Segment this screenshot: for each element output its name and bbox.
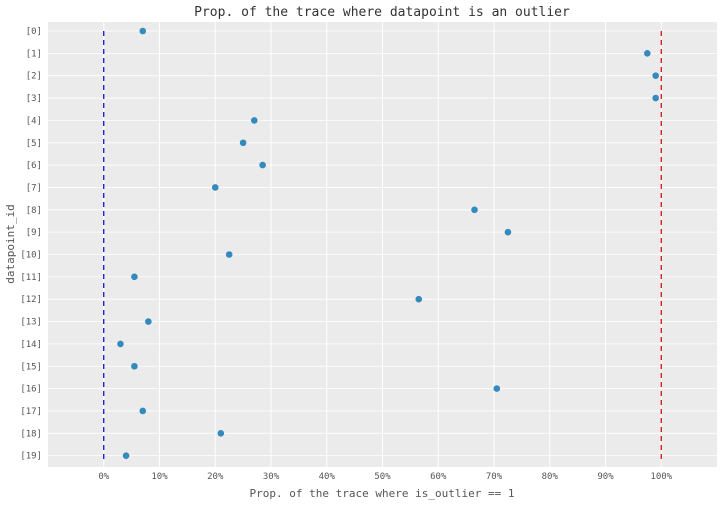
y-tick-label: [12] <box>20 295 42 305</box>
data-point <box>644 50 651 57</box>
y-tick-label: [19] <box>20 452 42 462</box>
y-tick-label: [1] <box>26 49 42 59</box>
x-tick-label: 80% <box>542 472 559 482</box>
data-point <box>239 139 247 147</box>
data-point <box>493 385 501 392</box>
y-tick-label: [6] <box>26 161 42 171</box>
y-tick-label: [8] <box>26 206 42 216</box>
y-axis-label: datapoint_id <box>4 204 17 283</box>
x-axis-label: Prop. of the trace where is_outlier == 1 <box>250 487 515 500</box>
data-point <box>250 117 258 124</box>
x-tick-label: 100% <box>650 472 672 482</box>
y-tick-label: [11] <box>20 273 42 283</box>
data-point <box>225 251 233 258</box>
data-point <box>117 340 124 348</box>
data-points <box>117 27 659 459</box>
x-tick-label: 90% <box>597 472 614 482</box>
y-tick-label: [17] <box>20 407 42 417</box>
y-tick-label: [15] <box>20 362 42 372</box>
data-point <box>122 452 130 459</box>
data-point <box>504 228 512 236</box>
data-point <box>217 430 225 437</box>
y-tick-label: [3] <box>26 94 42 104</box>
x-tick-label: 10% <box>151 472 168 482</box>
data-point <box>139 27 147 35</box>
y-tick-label: [4] <box>26 116 42 126</box>
data-point <box>131 362 138 370</box>
chart-title: Prop. of the trace where datapoint is an… <box>194 5 570 20</box>
x-tick-label: 50% <box>374 472 391 482</box>
data-point <box>139 407 147 415</box>
y-tick-label: [7] <box>26 183 42 193</box>
data-point <box>259 161 266 169</box>
x-tick-label: 0% <box>98 472 109 482</box>
x-tick-label: 30% <box>263 472 280 482</box>
y-tick-label: [14] <box>20 340 42 350</box>
y-tick-label: [5] <box>26 139 42 149</box>
y-tick-label: [16] <box>20 385 42 395</box>
data-point <box>471 206 478 214</box>
x-tick-label: 70% <box>486 472 503 482</box>
y-tick-label: [0] <box>26 27 42 37</box>
y-tick-label: [18] <box>20 429 42 439</box>
data-point <box>211 184 219 191</box>
x-tick-labels: 0% 10% 20% 30% 40% 50% 60% 70% 80% 90% 100% <box>98 472 672 482</box>
y-tick-label: [10] <box>20 251 42 261</box>
data-point <box>652 72 659 79</box>
y-tick-label: [9] <box>26 228 42 238</box>
data-point <box>415 295 423 303</box>
y-tick-labels: [0] [1] [2] [3] [4] [5] [6] [7] [8] [9] [10] [11] [1… <box>20 27 42 462</box>
y-tick-label: [13] <box>20 318 42 328</box>
data-point <box>652 94 659 102</box>
data-point <box>145 318 152 325</box>
data-point <box>131 273 138 281</box>
x-tick-label: 20% <box>207 472 224 482</box>
x-tick-label: 60% <box>430 472 447 482</box>
x-tick-label: 40% <box>319 472 336 482</box>
y-tick-label: [2] <box>26 72 42 82</box>
